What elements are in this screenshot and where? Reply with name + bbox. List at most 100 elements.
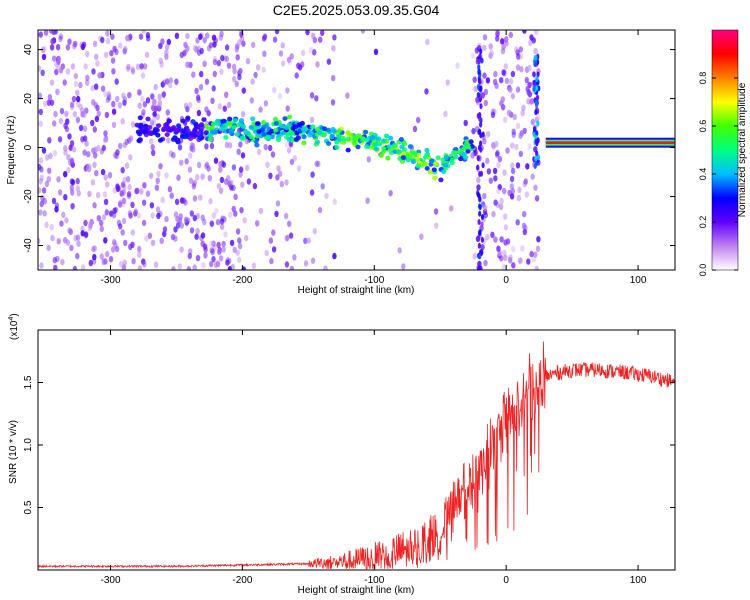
heat-cell-277 bbox=[253, 71, 258, 79]
heat-cell-98 bbox=[471, 52, 476, 60]
heat-cell-381 bbox=[38, 108, 43, 116]
heat-cell-379 bbox=[105, 181, 110, 188]
heat-cell-893 bbox=[64, 217, 69, 224]
heat-cell-905 bbox=[508, 86, 513, 93]
heat-cell-1346 bbox=[176, 123, 182, 129]
heat-cell-825 bbox=[499, 197, 504, 205]
heat-cell-48 bbox=[56, 238, 61, 245]
heat-cell-938 bbox=[56, 55, 61, 63]
heat-cell-952 bbox=[203, 252, 208, 259]
heat-cell-1465 bbox=[148, 130, 154, 136]
heat-cell-508 bbox=[480, 92, 485, 99]
heat-cell-974 bbox=[489, 49, 494, 57]
heat-cell-1211 bbox=[345, 147, 351, 153]
heat-cell-608 bbox=[117, 201, 123, 208]
x-tick-label: -100 bbox=[364, 275, 384, 286]
heat-cell-1461 bbox=[185, 128, 191, 134]
heat-cell-865 bbox=[529, 34, 534, 41]
heat-cell-1464 bbox=[372, 142, 378, 148]
heat-cell-1448 bbox=[370, 135, 376, 140]
heat-cell-959 bbox=[133, 210, 138, 217]
heat-cell-1617 bbox=[535, 76, 539, 83]
heat-cell-945 bbox=[151, 99, 157, 107]
heat-cell-408 bbox=[150, 104, 156, 112]
spectrogram-x-ticks: -300 -200 -100 0 100 bbox=[101, 30, 647, 286]
heat-cell-1489 bbox=[386, 144, 392, 150]
heat-cell-476 bbox=[314, 95, 319, 102]
heat-cell-681 bbox=[231, 164, 237, 171]
heat-cell-834 bbox=[518, 150, 523, 158]
heat-cell-657 bbox=[127, 92, 132, 99]
heat-cell-1524 bbox=[480, 214, 485, 220]
heat-cell-161 bbox=[463, 119, 468, 127]
heat-cell-286 bbox=[500, 96, 505, 103]
heat-cell-1487 bbox=[433, 161, 439, 167]
heat-cell-1446 bbox=[190, 119, 196, 124]
heat-cell-1616 bbox=[478, 196, 482, 203]
heat-cell-330 bbox=[90, 119, 95, 127]
heat-cell-929 bbox=[503, 213, 508, 220]
heat-cell-610 bbox=[424, 88, 429, 95]
heat-cell-628 bbox=[221, 161, 227, 168]
heat-cell-84 bbox=[41, 147, 47, 154]
colorbar-tick-label: 0.2 bbox=[698, 216, 708, 229]
heat-cell-1320 bbox=[334, 145, 340, 150]
heat-cell-942 bbox=[332, 252, 337, 260]
heat-cell-1207 bbox=[398, 137, 404, 142]
heat-cell-513 bbox=[198, 33, 203, 40]
heat-cell-859 bbox=[285, 105, 290, 112]
heat-cell-1610 bbox=[476, 112, 480, 119]
heat-cell-101 bbox=[140, 95, 145, 103]
heat-cell-1419 bbox=[300, 126, 306, 132]
heat-cell-842 bbox=[105, 96, 111, 104]
heat-cell-565 bbox=[157, 93, 162, 101]
heat-cell-841 bbox=[118, 42, 123, 49]
heat-cell-924 bbox=[306, 237, 311, 244]
heat-cell-320 bbox=[175, 222, 181, 229]
y-tick-label: 0 bbox=[23, 144, 34, 150]
heat-cell-599 bbox=[63, 145, 68, 152]
heat-cell-613 bbox=[78, 103, 83, 111]
heat-cell-1351 bbox=[336, 137, 342, 143]
heat-cell-1604 bbox=[477, 58, 481, 65]
heat-cell-631 bbox=[496, 187, 501, 195]
heat-cell-574 bbox=[502, 249, 507, 257]
heat-cell-968 bbox=[121, 197, 127, 204]
heat-cell-309 bbox=[272, 36, 278, 43]
heat-cell-727 bbox=[82, 111, 87, 119]
heat-cell-845 bbox=[52, 149, 58, 157]
heat-cell-894 bbox=[483, 88, 489, 96]
heat-cell-445 bbox=[280, 42, 285, 49]
heat-cell-443 bbox=[140, 72, 146, 79]
spectrogram-frame bbox=[37, 29, 676, 271]
heat-cell-720 bbox=[518, 257, 523, 264]
heat-cell-670 bbox=[215, 219, 221, 226]
heat-cell-395 bbox=[536, 113, 541, 121]
heat-cell-1534 bbox=[481, 131, 485, 138]
heat-cell-662 bbox=[76, 240, 81, 247]
heat-cell-503 bbox=[166, 137, 171, 144]
heat-cell-1297 bbox=[415, 163, 421, 169]
heat-cell-897 bbox=[73, 72, 79, 80]
heat-cell-463 bbox=[112, 45, 117, 53]
heat-cell-377 bbox=[523, 178, 528, 185]
heat-cell-889 bbox=[535, 245, 541, 252]
heat-cell-675 bbox=[96, 110, 102, 118]
heat-cell-709 bbox=[100, 85, 106, 92]
heat-cell-686 bbox=[71, 146, 77, 153]
heat-cell-713 bbox=[236, 148, 241, 155]
heat-cell-162 bbox=[433, 208, 439, 215]
heat-cell-571 bbox=[237, 256, 242, 263]
heat-cell-253 bbox=[52, 257, 57, 264]
x-tick-label: 0 bbox=[503, 575, 509, 586]
heat-cell-572 bbox=[300, 49, 306, 57]
heat-cell-715 bbox=[99, 253, 104, 260]
heat-cell-1475 bbox=[360, 136, 366, 142]
heat-cell-1061 bbox=[407, 144, 413, 149]
heat-cell-617 bbox=[193, 44, 198, 52]
heat-cell-360 bbox=[75, 185, 81, 192]
heat-cell-242 bbox=[310, 257, 316, 264]
heat-cell-540 bbox=[128, 212, 133, 219]
heat-cell-1331 bbox=[301, 140, 307, 146]
heat-cell-1514 bbox=[476, 164, 480, 171]
